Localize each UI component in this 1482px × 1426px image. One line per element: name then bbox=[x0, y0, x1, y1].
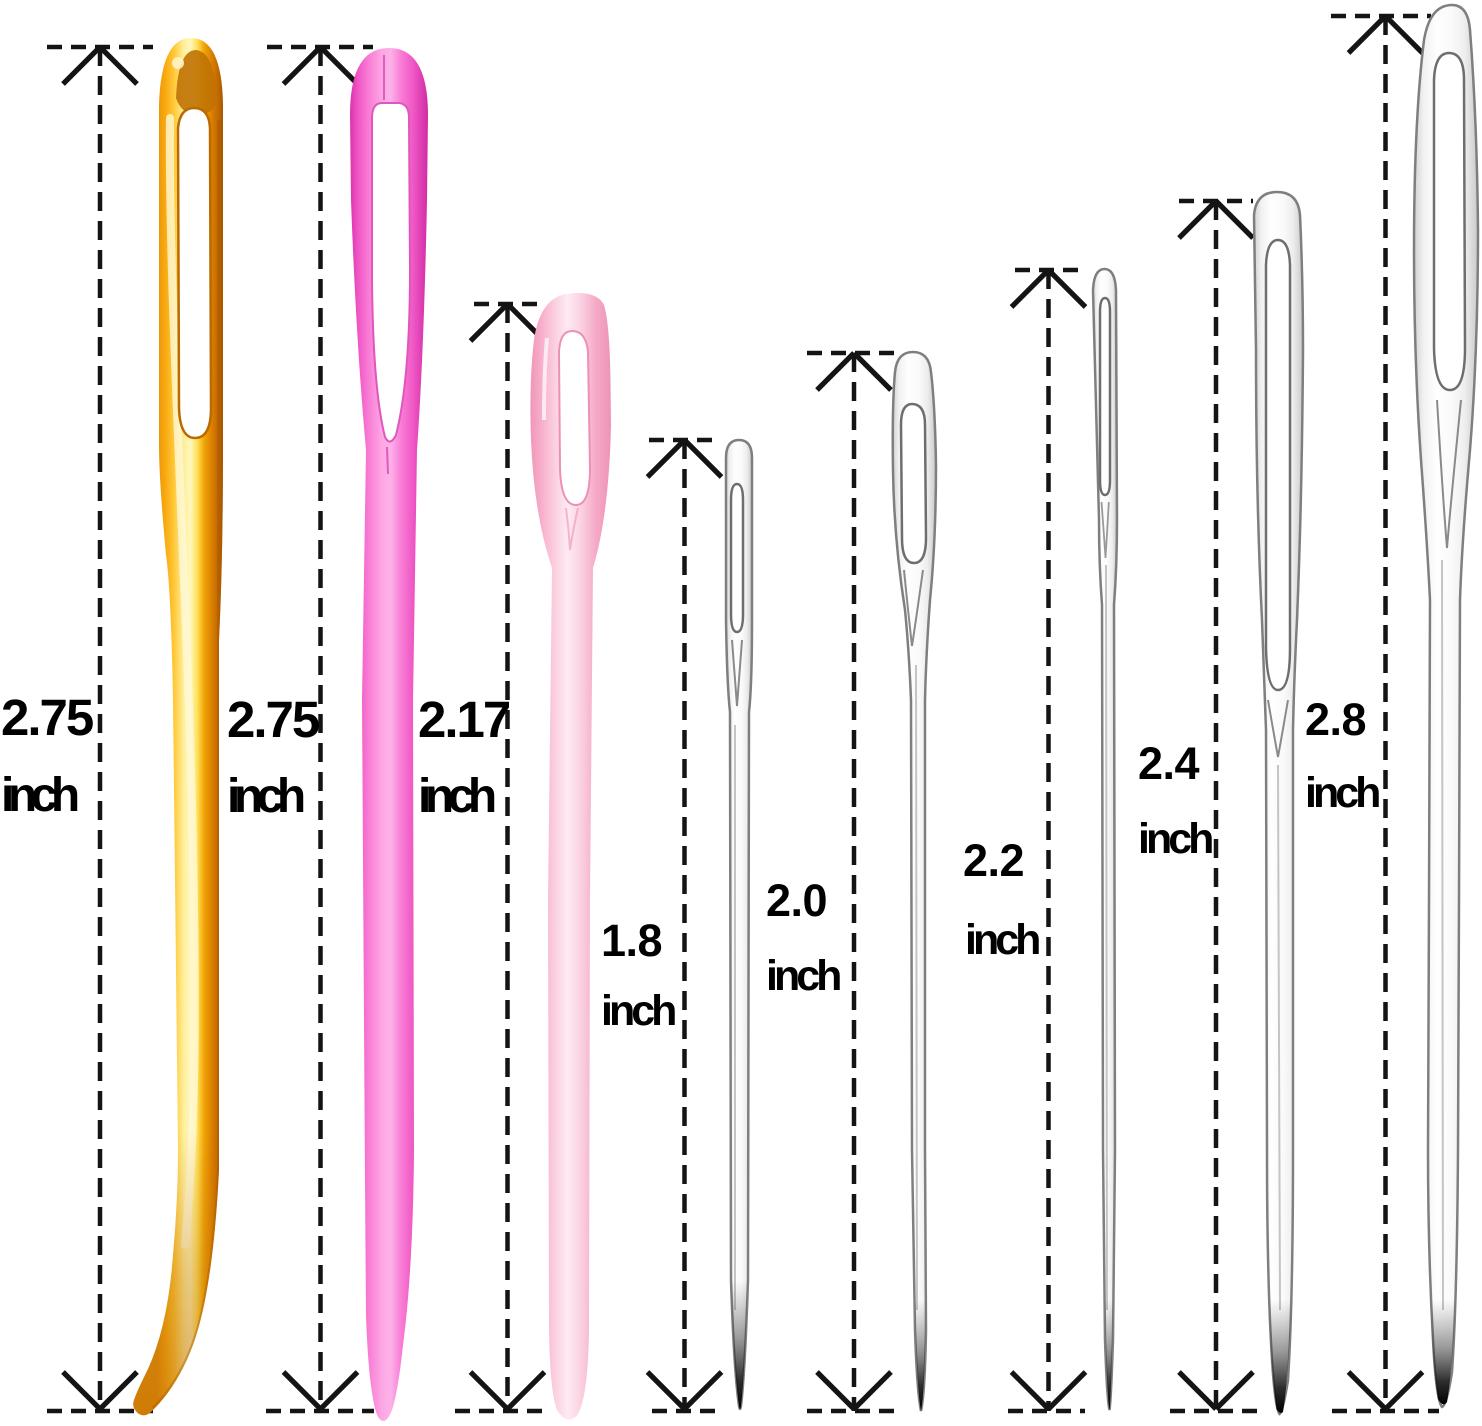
svg-text:inch: inch bbox=[227, 770, 304, 823]
svg-text:inch: inch bbox=[1, 769, 78, 822]
svg-text:2.2: 2.2 bbox=[963, 835, 1024, 886]
svg-text:1.8: 1.8 bbox=[601, 915, 662, 966]
svg-text:2.4: 2.4 bbox=[1138, 738, 1200, 789]
svg-text:inch: inch bbox=[418, 770, 495, 823]
svg-text:2.75: 2.75 bbox=[1, 689, 93, 746]
svg-text:2.8: 2.8 bbox=[1305, 694, 1366, 745]
svg-text:inch: inch bbox=[601, 987, 675, 1035]
svg-text:inch: inch bbox=[766, 952, 840, 1000]
svg-text:inch: inch bbox=[1305, 769, 1379, 817]
svg-text:2.0: 2.0 bbox=[766, 875, 827, 926]
svg-text:2.17: 2.17 bbox=[418, 691, 510, 748]
svg-text:inch: inch bbox=[965, 916, 1039, 964]
svg-text:inch: inch bbox=[1138, 815, 1212, 863]
svg-text:2.75: 2.75 bbox=[227, 691, 319, 748]
